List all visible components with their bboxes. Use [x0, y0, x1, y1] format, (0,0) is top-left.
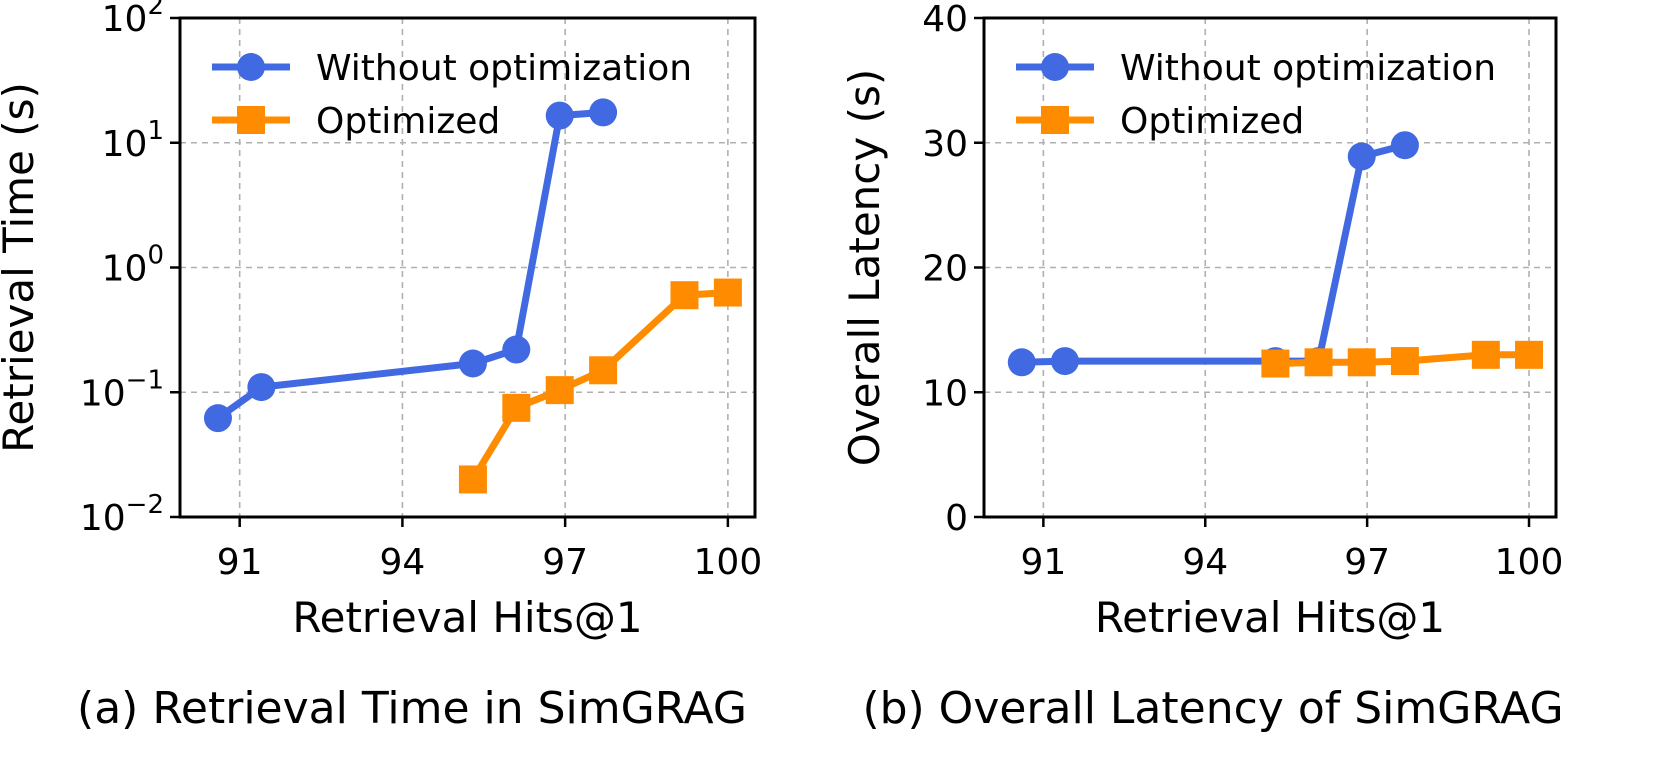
y-tick-label: 20 — [922, 249, 968, 290]
data-point-without-optimization — [247, 373, 276, 402]
series-line-without-optimization — [1021, 141, 1406, 366]
data-point-optimized — [1390, 347, 1419, 376]
panel-caption: (b) Overall Latency of SimGRAG — [862, 683, 1563, 734]
y-tick-label: 102 — [102, 0, 164, 40]
y-axis-label: Overall Latency (s) — [840, 69, 889, 466]
x-tick-label: 94 — [379, 542, 425, 583]
data-point-optimized — [502, 393, 531, 422]
data-point-without-optimization — [1050, 347, 1079, 376]
data-point-optimized — [1347, 348, 1376, 377]
y-tick-label: 101 — [102, 116, 164, 165]
panel-overall-latency: 91 94 97 100 0 10 20 30 40 Retrieval Hits@1 Overal… — [840, 0, 1564, 734]
x-axis-label: Retrieval Hits@1 — [292, 593, 642, 642]
panel-caption: (a) Retrieval Time in SimGRAG — [77, 683, 747, 734]
legend-marker-square — [237, 106, 265, 134]
series-line-without-optimization — [215, 108, 604, 421]
x-tick-label: 91 — [217, 542, 263, 583]
data-point-without-optimization — [1007, 348, 1036, 377]
data-point-optimized — [589, 356, 618, 385]
x-tick-label: 100 — [1495, 542, 1564, 583]
y-axis-label: Retrieval Time (s) — [0, 82, 43, 453]
data-point-optimized — [458, 465, 487, 494]
legend-marker-square — [1041, 106, 1069, 134]
legend-label: Without optimization — [316, 48, 692, 89]
data-point-optimized — [713, 278, 742, 307]
x-tick-label: 97 — [1344, 542, 1390, 583]
legend-label: Optimized — [1120, 101, 1304, 142]
data-point-optimized — [670, 281, 699, 310]
data-point-optimized — [1515, 340, 1544, 369]
data-point-without-optimization — [589, 98, 618, 127]
legend-marker-circle — [1041, 53, 1069, 81]
data-point-without-optimization — [502, 335, 531, 364]
data-point-optimized — [1471, 340, 1500, 369]
data-point-without-optimization — [545, 101, 574, 130]
data-point-without-optimization — [203, 404, 232, 433]
series-line-optimized — [469, 289, 729, 482]
y-tick-label: 10 — [922, 373, 968, 414]
legend-label: Optimized — [316, 101, 500, 142]
y-tick-label: 40 — [922, 0, 968, 40]
x-tick-label: 97 — [542, 542, 588, 583]
data-point-optimized — [1261, 349, 1290, 378]
x-tick-label: 100 — [694, 542, 763, 583]
panel-retrieval-time: 91 94 97 100 10−2 10−1 100 101 102 Retrieval Hits… — [0, 0, 762, 734]
legend-label: Without optimization — [1120, 48, 1496, 89]
x-axis-label: Retrieval Hits@1 — [1095, 593, 1445, 642]
legend-marker-circle — [237, 53, 265, 81]
data-point-without-optimization — [1347, 142, 1376, 171]
data-point-without-optimization — [1390, 131, 1419, 160]
y-tick-label: 0 — [945, 498, 968, 539]
y-tick-label: 10−2 — [80, 490, 164, 539]
data-point-optimized — [545, 376, 574, 405]
y-tick-label: 30 — [922, 124, 968, 165]
data-point-optimized — [1304, 348, 1333, 377]
x-tick-label: 91 — [1020, 542, 1066, 583]
y-tick-label: 10−1 — [80, 365, 164, 414]
y-tick-label: 100 — [102, 241, 164, 290]
x-tick-label: 94 — [1182, 542, 1228, 583]
data-point-without-optimization — [458, 349, 487, 378]
